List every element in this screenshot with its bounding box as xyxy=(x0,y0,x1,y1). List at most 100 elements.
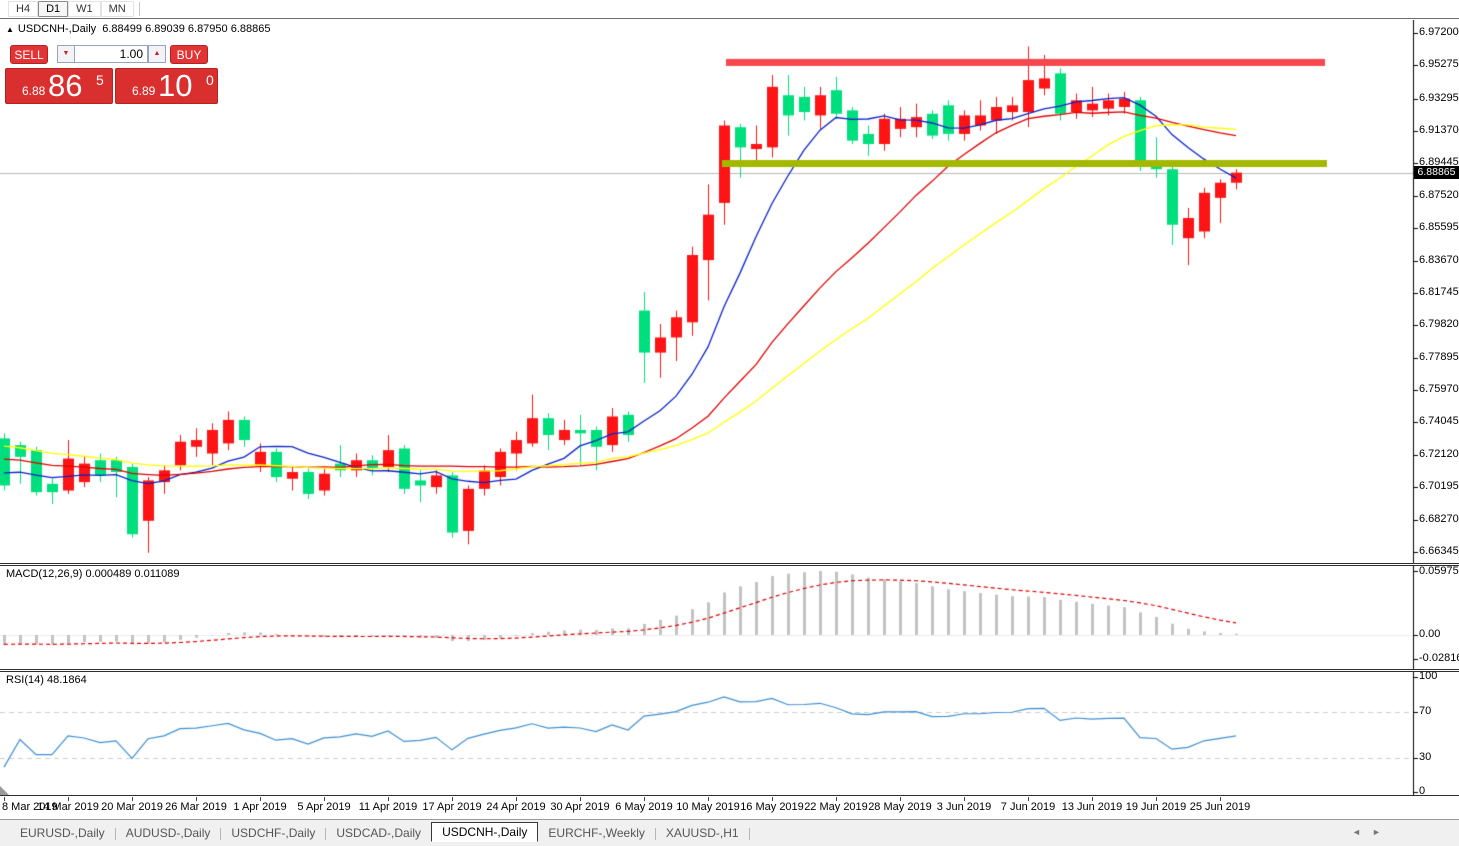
main-chart-panel: ▲ USDCNH-,Daily 6.88499 6.89039 6.87950 6… xyxy=(0,20,1459,563)
date-tick xyxy=(1156,797,1157,801)
date-axis-label: 7 Jun 2019 xyxy=(1000,801,1056,813)
panel-separator[interactable] xyxy=(0,563,1459,566)
date-tick xyxy=(388,797,389,801)
symbol-ohlc-text: USDCNH-,Daily 6.88499 6.89039 6.87950 6.… xyxy=(17,23,271,35)
tab-separator xyxy=(325,828,327,841)
chart-tab-bar: EURUSD-,Daily AUDUSD-,Daily USDCHF-,Daily U… xyxy=(0,819,1459,846)
macd-label: MACD(12,26,9) 0.000489 0.011089 xyxy=(6,568,180,580)
date-axis-label: 1 Apr 2019 xyxy=(233,801,287,813)
date-axis-label: 5 Apr 2019 xyxy=(297,801,351,813)
ask-price-pip: 0 xyxy=(206,72,214,88)
date-axis-label: 20 Mar 2019 xyxy=(101,801,163,813)
tab-xauusd-h1[interactable]: XAUUSD-,H1 xyxy=(665,826,739,840)
date-axis-label: 17 Apr 2019 xyxy=(422,801,482,813)
scroll-left-icon[interactable]: ◄ xyxy=(1352,827,1361,837)
tab-eurusd-daily[interactable]: EURUSD-,Daily xyxy=(20,826,105,840)
timeframe-tab-d1[interactable]: D1 xyxy=(38,1,69,17)
date-axis-label: 22 May 2019 xyxy=(804,801,868,813)
date-tick xyxy=(836,797,837,801)
date-tick xyxy=(580,797,581,801)
date-tick xyxy=(644,797,645,801)
price-axis-label: 6.85595 xyxy=(1419,221,1459,234)
tab-eurchf-weekly[interactable]: EURCHF-,Weekly xyxy=(548,826,645,840)
ask-price-prefix: 6.89 xyxy=(132,84,156,98)
date-axis-label: 3 Jun 2019 xyxy=(936,801,992,813)
date-tick xyxy=(196,797,197,801)
scroll-right-icon[interactable]: ► xyxy=(1372,827,1381,837)
bid-price-pip: 5 xyxy=(96,72,104,88)
date-tick xyxy=(260,797,261,801)
tab-usdchf-daily[interactable]: USDCHF-,Daily xyxy=(231,826,316,840)
tab-separator xyxy=(220,828,222,841)
date-axis-label: 28 May 2019 xyxy=(868,801,932,813)
tab-separator xyxy=(748,828,750,841)
price-axis-label: 6.95275 xyxy=(1419,58,1459,71)
macd-panel: MACD(12,26,9) 0.000489 0.011089 0.059758… xyxy=(0,565,1459,669)
volume-decrease-button[interactable]: ▼ xyxy=(57,45,75,63)
price-axis-label: 6.77895 xyxy=(1419,350,1459,363)
date-axis[interactable]: 8 Mar 2019 14 Mar 2019 20 Mar 2019 26 Mar 2… xyxy=(0,797,1459,819)
candlestick-chart-canvas[interactable] xyxy=(0,20,1459,563)
price-axis-label: 6.97200 xyxy=(1419,26,1459,38)
date-axis-label: 16 May 2019 xyxy=(740,801,804,813)
sell-button[interactable]: SELL xyxy=(10,45,48,64)
bid-price-big: 86 xyxy=(48,68,83,103)
date-axis-label: 13 Jun 2019 xyxy=(1061,801,1123,813)
date-axis-label: 25 Jun 2019 xyxy=(1189,801,1251,813)
timeframe-toolbar: H4 D1 W1 MN xyxy=(0,0,1459,18)
toolbar-divider xyxy=(138,2,140,17)
tab-separator xyxy=(114,828,116,841)
sell-price-box[interactable]: 6.88 86 5 xyxy=(5,68,113,104)
date-tick xyxy=(1220,797,1221,801)
price-axis-label: 6.66345 xyxy=(1419,545,1459,557)
panel-separator xyxy=(0,795,1459,798)
date-axis-label: 30 Apr 2019 xyxy=(550,801,610,813)
bid-price-prefix: 6.88 xyxy=(22,84,46,98)
triangle-down-icon: ▼ xyxy=(62,50,70,57)
volume-input[interactable] xyxy=(74,45,148,63)
date-axis-label: 24 Apr 2019 xyxy=(486,801,546,813)
price-axis-label: 6.87520 xyxy=(1419,188,1459,201)
date-tick xyxy=(68,797,69,801)
date-axis-label: 19 Jun 2019 xyxy=(1125,801,1187,813)
date-tick xyxy=(964,797,965,801)
rsi-70-label: 70 xyxy=(1419,705,1432,717)
volume-increase-button[interactable]: ▲ xyxy=(148,45,166,63)
current-price-label: 6.88865 xyxy=(1414,166,1459,180)
macd-zero-label: 0.00 xyxy=(1419,628,1441,640)
timeframe-tab-h4[interactable]: H4 xyxy=(8,1,39,17)
tab-separator xyxy=(654,828,656,841)
panel-separator[interactable] xyxy=(0,669,1459,672)
panel-resize-handle[interactable] xyxy=(0,786,9,795)
date-tick xyxy=(900,797,901,801)
date-tick xyxy=(516,797,517,801)
rsi-0-label: 0 xyxy=(1419,785,1426,797)
timeframe-tab-w1[interactable]: W1 xyxy=(68,1,101,17)
price-axis-label: 6.93295 xyxy=(1419,91,1459,104)
date-axis-label: 6 May 2019 xyxy=(615,801,673,813)
rsi-canvas[interactable] xyxy=(0,672,1459,795)
rsi-panel: RSI(14) 48.1864 100 70 30 0 xyxy=(0,670,1459,797)
date-tick xyxy=(1092,797,1093,801)
price-axis-label: 6.89445 xyxy=(1419,156,1459,169)
tab-audusd-daily[interactable]: AUDUSD-,Daily xyxy=(125,826,211,840)
price-axis-label: 6.83670 xyxy=(1419,253,1459,266)
rsi-label: RSI(14) 48.1864 xyxy=(6,674,87,686)
price-axis-label: 6.72120 xyxy=(1419,447,1459,460)
date-tick xyxy=(772,797,773,801)
macd-canvas[interactable] xyxy=(0,566,1459,669)
buy-button[interactable]: BUY xyxy=(170,45,208,64)
tab-usdcnh-daily[interactable]: USDCNH-,Daily xyxy=(431,822,539,842)
date-axis-label: 10 May 2019 xyxy=(676,801,740,813)
toolbar-separator xyxy=(0,18,1459,21)
buy-price-box[interactable]: 6.89 10 0 xyxy=(115,68,218,104)
timeframe-tab-mn[interactable]: MN xyxy=(100,1,134,17)
date-tick xyxy=(324,797,325,801)
collapse-triangle-icon: ▲ xyxy=(6,25,14,34)
date-axis-label: 26 Mar 2019 xyxy=(165,801,227,813)
date-axis-label: 14 Mar 2019 xyxy=(37,801,99,813)
date-tick xyxy=(4,797,5,801)
date-tick xyxy=(132,797,133,801)
triangle-up-icon: ▲ xyxy=(153,50,161,57)
tab-usdcad-daily[interactable]: USDCAD-,Daily xyxy=(336,826,422,840)
